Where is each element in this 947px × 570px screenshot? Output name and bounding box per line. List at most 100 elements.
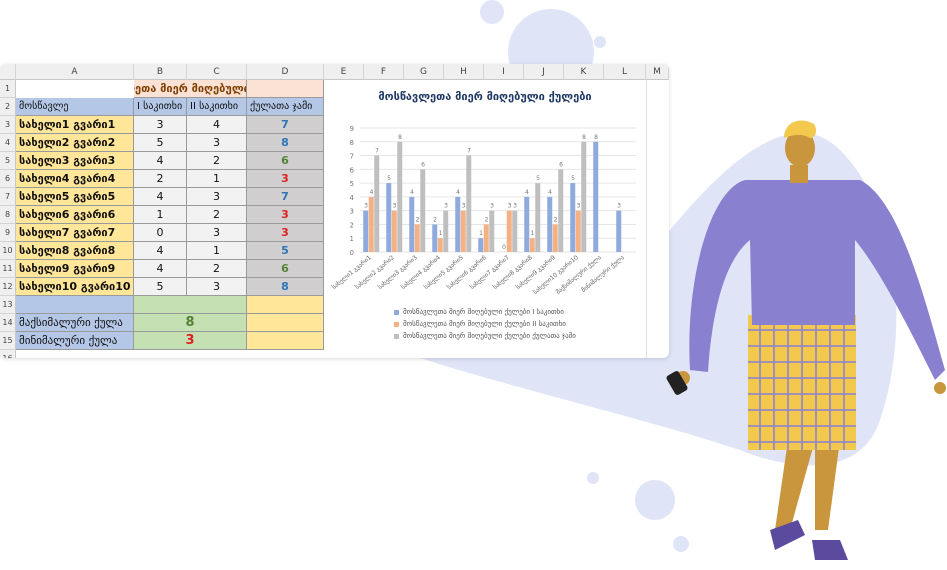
column-header-L[interactable]: L (604, 64, 646, 80)
q1-score-cell[interactable]: 0 (134, 224, 187, 242)
total-score-cell[interactable]: 5 (247, 242, 324, 260)
cell-d1[interactable] (247, 80, 324, 98)
row-header-16[interactable]: 16 (0, 350, 16, 358)
gridline (646, 80, 647, 358)
student-name-cell[interactable]: სახელი8 გვარი8 (16, 242, 134, 260)
column-header-K[interactable]: K (564, 64, 604, 80)
x-tick-label: სახელი5 გვარი5 (423, 254, 465, 291)
legend-entry: მოსწავლეთა მიერ მიღებული ქულები ქულათა ჯ… (394, 330, 634, 342)
y-tick-label: 1 (350, 235, 354, 243)
chart-bar (466, 155, 472, 252)
total-score-cell[interactable]: 3 (247, 170, 324, 188)
total-score-cell[interactable]: 7 (247, 188, 324, 206)
row-header-3[interactable]: 3 (0, 116, 16, 134)
row-header-7[interactable]: 7 (0, 188, 16, 206)
chart-bar (443, 210, 449, 252)
header-total[interactable]: ქულათა ჯამი (247, 98, 324, 116)
select-all-corner[interactable] (0, 64, 16, 80)
q1-score-cell[interactable]: 3 (134, 116, 187, 134)
q1-score-cell[interactable]: 4 (134, 152, 187, 170)
q1-score-cell[interactable]: 2 (134, 170, 187, 188)
q2-score-cell[interactable]: 3 (187, 188, 247, 206)
bar-data-label: 5 (536, 175, 540, 182)
cell-b13[interactable] (134, 296, 247, 314)
student-name-cell[interactable]: სახელი6 გვარი6 (16, 206, 134, 224)
column-header-D[interactable]: D (247, 64, 324, 80)
header-q2[interactable]: II საკითხი (187, 98, 247, 116)
total-score-cell[interactable]: 3 (247, 206, 324, 224)
cell-d15[interactable] (247, 332, 324, 350)
header-q1[interactable]: I საკითხი (134, 98, 187, 116)
max-label-cell[interactable]: მაქსიმალური ქულა (16, 314, 134, 332)
column-header-H[interactable]: H (444, 64, 484, 80)
total-score-cell[interactable]: 6 (247, 152, 324, 170)
row-header-2[interactable]: 2 (0, 98, 16, 116)
row-header-1[interactable]: 1 (0, 80, 16, 98)
q2-score-cell[interactable]: 3 (187, 278, 247, 296)
max-value-cell[interactable]: 8 (134, 314, 247, 332)
column-header-C[interactable]: C (187, 64, 247, 80)
bar-data-label: 6 (421, 161, 425, 168)
cell-a13[interactable] (16, 296, 134, 314)
student-name-cell[interactable]: სახელი5 გვარი5 (16, 188, 134, 206)
bar-data-label: 3 (508, 203, 512, 210)
student-name-cell[interactable]: სახელი1 გვარი1 (16, 116, 134, 134)
q1-score-cell[interactable]: 4 (134, 242, 187, 260)
min-label-cell[interactable]: მინიმალური ქულა (16, 332, 134, 350)
min-value-cell[interactable]: 3 (134, 332, 247, 350)
column-header-J[interactable]: J (524, 64, 564, 80)
q2-score-cell[interactable]: 4 (187, 116, 247, 134)
q2-score-cell[interactable]: 1 (187, 242, 247, 260)
row-header-15[interactable]: 15 (0, 332, 16, 350)
cell-d14[interactable] (247, 314, 324, 332)
column-header-E[interactable]: E (324, 64, 364, 80)
row-header-12[interactable]: 12 (0, 278, 16, 296)
row-header-6[interactable]: 6 (0, 170, 16, 188)
sheet-title-cell[interactable]: მოსწავლეთა მიერ მიღებული ქულები (134, 80, 247, 98)
total-score-cell[interactable]: 3 (247, 224, 324, 242)
x-tick-label: სახელი7 გვარი7 (469, 254, 511, 291)
column-header-A[interactable]: A (16, 64, 134, 80)
row-header-4[interactable]: 4 (0, 134, 16, 152)
student-name-cell[interactable]: სახელი2 გვარი2 (16, 134, 134, 152)
q1-score-cell[interactable]: 4 (134, 260, 187, 278)
total-score-cell[interactable]: 8 (247, 134, 324, 152)
header-student[interactable]: მოსწავლე (16, 98, 134, 116)
student-name-cell[interactable]: სახელი7 გვარი7 (16, 224, 134, 242)
q2-score-cell[interactable]: 2 (187, 206, 247, 224)
student-name-cell[interactable]: სახელი10 გვარი10 (16, 278, 134, 296)
q1-score-cell[interactable]: 5 (134, 134, 187, 152)
q2-score-cell[interactable]: 2 (187, 260, 247, 278)
column-header-F[interactable]: F (364, 64, 404, 80)
row-header-14[interactable]: 14 (0, 314, 16, 332)
x-tick-label: სახელი6 გვარი6 (446, 254, 488, 291)
q2-score-cell[interactable]: 1 (187, 170, 247, 188)
q1-score-cell[interactable]: 1 (134, 206, 187, 224)
chart-bar (535, 183, 541, 252)
column-header-B[interactable]: B (134, 64, 187, 80)
total-score-cell[interactable]: 8 (247, 278, 324, 296)
cell-d13[interactable] (247, 296, 324, 314)
row-header-11[interactable]: 11 (0, 260, 16, 278)
row-header-9[interactable]: 9 (0, 224, 16, 242)
q2-score-cell[interactable]: 2 (187, 152, 247, 170)
student-name-cell[interactable]: სახელი4 გვარი4 (16, 170, 134, 188)
row-header-8[interactable]: 8 (0, 206, 16, 224)
column-header-I[interactable]: I (484, 64, 524, 80)
column-header-G[interactable]: G (404, 64, 444, 80)
row-header-10[interactable]: 10 (0, 242, 16, 260)
student-name-cell[interactable]: სახელი3 გვარი3 (16, 152, 134, 170)
column-header-M[interactable]: M (646, 64, 669, 80)
row-header-5[interactable]: 5 (0, 152, 16, 170)
q1-score-cell[interactable]: 4 (134, 188, 187, 206)
student-name-cell[interactable]: სახელი9 გვარი9 (16, 260, 134, 278)
total-score-cell[interactable]: 7 (247, 116, 324, 134)
chart-bar (414, 224, 420, 252)
row-header-13[interactable]: 13 (0, 296, 16, 314)
q2-score-cell[interactable]: 3 (187, 134, 247, 152)
total-score-cell[interactable]: 6 (247, 260, 324, 278)
q1-score-cell[interactable]: 5 (134, 278, 187, 296)
q2-score-cell[interactable]: 3 (187, 224, 247, 242)
chart-bar (506, 210, 512, 252)
